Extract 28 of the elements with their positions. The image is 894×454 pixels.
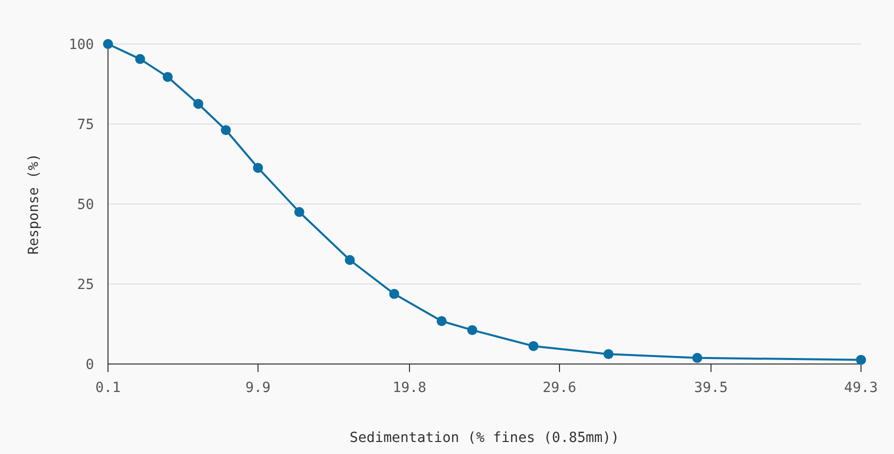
point bbox=[467, 325, 478, 336]
point bbox=[220, 125, 231, 136]
point bbox=[389, 288, 400, 299]
x-tick-label: 39.5 bbox=[694, 380, 728, 396]
point bbox=[193, 98, 204, 109]
point bbox=[162, 72, 173, 82]
y-tick-label: 25 bbox=[77, 277, 94, 293]
point bbox=[103, 39, 113, 49]
y-tick-label: 50 bbox=[77, 197, 94, 213]
y-tick-label: 0 bbox=[86, 357, 94, 373]
point bbox=[294, 207, 304, 217]
x-tick-label: 0.1 bbox=[95, 380, 121, 396]
x-tick-label: 49.3 bbox=[844, 380, 878, 396]
y-axis-title: Response (%) bbox=[26, 153, 42, 255]
x-tick-label: 19.8 bbox=[392, 380, 426, 396]
x-tick-label: 9.9 bbox=[245, 380, 271, 396]
point bbox=[603, 349, 614, 360]
point bbox=[856, 354, 866, 365]
y-tick-label: 75 bbox=[77, 117, 94, 133]
point bbox=[344, 255, 355, 265]
point bbox=[692, 352, 702, 363]
x-axis-title: Sedimentation (% fines (0.85mm)) bbox=[350, 430, 620, 446]
y-tick-label: 100 bbox=[68, 37, 94, 53]
x-tick-label: 29.6 bbox=[542, 380, 576, 396]
point bbox=[252, 162, 263, 173]
point bbox=[528, 341, 538, 352]
point bbox=[135, 54, 146, 64]
point bbox=[436, 316, 447, 326]
